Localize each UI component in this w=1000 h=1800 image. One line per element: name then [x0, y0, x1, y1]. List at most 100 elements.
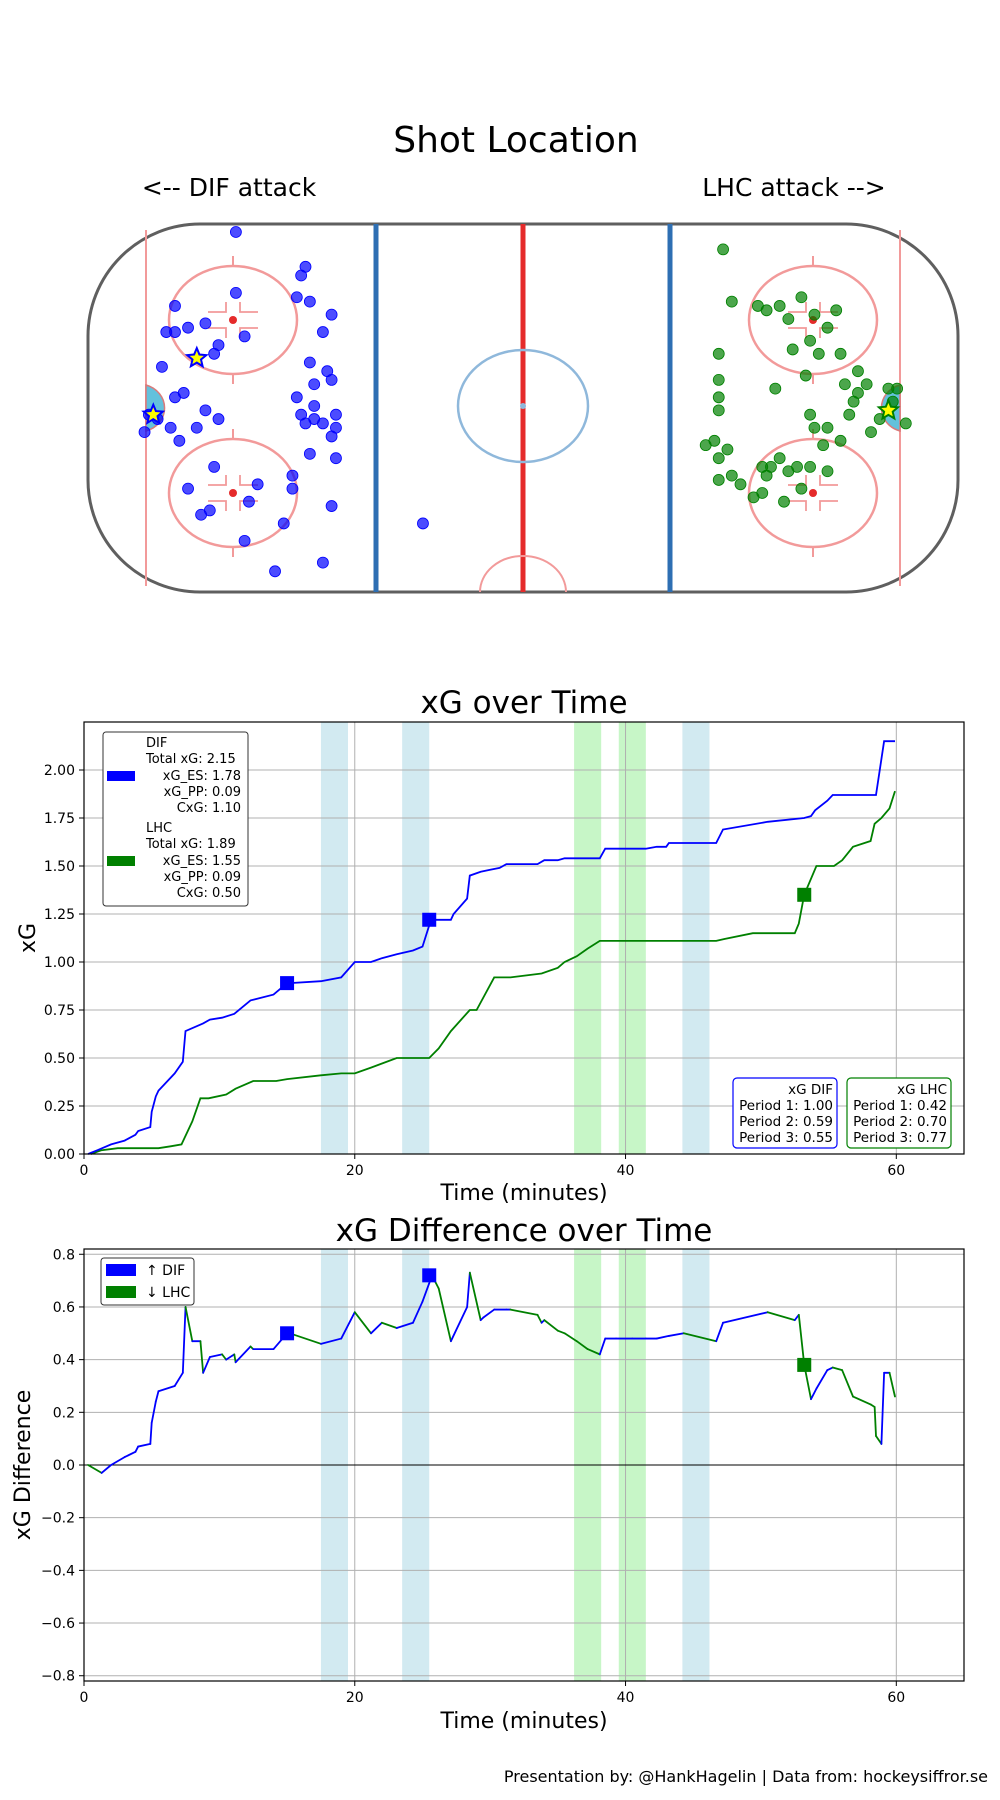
- diff-ylabel: xG Difference: [11, 1390, 36, 1540]
- y-tick-label: 1.75: [44, 811, 75, 827]
- lhc-shot-point: [852, 387, 864, 399]
- diff-segment-dif: [412, 1300, 424, 1324]
- dif-shot-point: [208, 460, 221, 473]
- diff-segment-dif: [173, 1371, 184, 1387]
- dif-shot-point: [316, 556, 329, 569]
- dif-shot-point: [182, 482, 194, 495]
- dif-powerplay-band: [682, 722, 710, 1154]
- lhc-shot-point: [773, 300, 786, 312]
- lhc-shot-point: [778, 495, 790, 508]
- dif-shot-point: [229, 286, 242, 299]
- lhc-shot-point: [839, 378, 851, 391]
- lhc-goal-star: [876, 397, 901, 421]
- diff-legend: ↑ DIF ↓ LHC: [100, 1257, 195, 1306]
- lhc-shot-point: [804, 460, 816, 473]
- diff-segment-dif: [826, 1366, 834, 1372]
- period-lhc-3: Period 3: 0.77: [853, 1130, 947, 1146]
- dif-shot-point: [173, 434, 186, 447]
- dif-shot-point: [303, 295, 316, 308]
- diff-segment-lhc: [873, 1406, 877, 1437]
- lhc-shot-point: [812, 347, 825, 360]
- lhc-shot-point: [712, 391, 725, 404]
- lhc-shot-point: [891, 382, 903, 395]
- diff-segment-dif: [482, 1308, 496, 1319]
- dif-powerplay-band: [320, 722, 348, 1154]
- xg-ticks: 0 20 40 60 0.00 0.25 0.50 0.75 1.00 1.25 1.50 1.75 2…: [44, 763, 905, 1179]
- diff-segment-dif: [340, 1311, 356, 1340]
- y-tick-label: 0.00: [44, 1147, 75, 1163]
- diff-segment-dif: [320, 1337, 343, 1345]
- diff-segment-dif: [202, 1356, 211, 1374]
- lhc-shot-point: [834, 434, 847, 447]
- y-tick-label: 0.8: [53, 1247, 75, 1263]
- dif-shot-point: [325, 308, 338, 321]
- y-tick-label: −0.8: [41, 1669, 75, 1685]
- y-tick-label: 2.00: [44, 763, 75, 779]
- lhc-shot-point: [708, 434, 721, 447]
- dif-shot-point: [290, 291, 303, 304]
- dif-goal-star: [141, 402, 166, 425]
- diff-segment-lhc: [852, 1395, 872, 1406]
- x-tick-label: 40: [617, 1163, 635, 1179]
- lhc-shot-point: [852, 365, 864, 378]
- legend-dif-cxg: CxG: 1.10: [177, 801, 241, 816]
- lhc-shot-point: [747, 491, 760, 504]
- diff-legend-dif: ↑ DIF: [146, 1263, 185, 1279]
- dif-goal-marker: [422, 912, 437, 927]
- dif-shot-point: [243, 495, 255, 508]
- dif-shot-point: [286, 482, 299, 495]
- x-tick-label: 0: [80, 1690, 89, 1706]
- lhc-shot-point: [721, 443, 734, 456]
- diff-segment-dif: [466, 1271, 471, 1308]
- lhc-shot-point: [712, 373, 725, 386]
- period-dif-header: xG DIF: [788, 1082, 833, 1098]
- diff-segment-lhc: [875, 1435, 883, 1445]
- legend-dif-team: DIF: [146, 736, 167, 751]
- lhc-shot-point: [865, 426, 877, 439]
- y-tick-label: 0.2: [53, 1405, 75, 1421]
- diff-segment-lhc: [468, 1271, 482, 1322]
- diff-legend-lhc-swatch: [106, 1286, 136, 1298]
- period-lhc-header: xG LHC: [897, 1082, 947, 1098]
- diff-segment-lhc: [509, 1308, 539, 1316]
- legend-lhc-cxg: CxG: 0.50: [177, 886, 241, 901]
- dif-shot-point: [308, 378, 321, 391]
- center-dot: [520, 403, 526, 409]
- dif-diff-goal-marker: [422, 1268, 437, 1283]
- lhc-goal-marker: [797, 887, 812, 902]
- x-tick-label: 60: [887, 1163, 905, 1179]
- diff-segment-lhc: [221, 1353, 228, 1361]
- dif-shot-point: [182, 321, 194, 334]
- lhc-shot-point: [712, 347, 725, 360]
- dif-shot-point: [269, 565, 281, 578]
- diff-segment-dif: [722, 1311, 769, 1324]
- diff-segment-dif: [810, 1387, 818, 1401]
- diff-legend-lhc: ↓ LHC: [146, 1285, 191, 1301]
- dif-shot-point: [316, 326, 329, 338]
- diff-segment-dif: [100, 1464, 112, 1474]
- dif-shot-point: [169, 300, 181, 312]
- diff-segment-dif: [137, 1443, 152, 1448]
- diff-segment-lhc: [543, 1319, 559, 1332]
- diff-segment-dif: [181, 1306, 187, 1374]
- dif-shot-point: [316, 417, 329, 430]
- dif-shot-point: [164, 421, 177, 434]
- lhc-shot-point: [782, 313, 795, 325]
- y-tick-label: 0.25: [44, 1099, 75, 1115]
- y-tick-label: −0.6: [41, 1616, 75, 1632]
- diff-segment-lhc: [575, 1340, 589, 1350]
- rink-right-label: LHC attack -->: [702, 173, 886, 202]
- diff-segment-lhc: [682, 1332, 718, 1343]
- lhc-shot-point: [769, 382, 782, 395]
- dif-shot-point: [251, 478, 264, 491]
- legend-dif-es: xG_ES: 1.78: [163, 769, 241, 784]
- dif-shot-point: [238, 534, 251, 547]
- lhc-shot-point: [843, 408, 856, 421]
- diff-segment-lhc: [797, 1313, 806, 1366]
- x-tick-label: 20: [346, 1690, 364, 1706]
- diff-lines: [84, 1268, 964, 1474]
- dif-shot-point: [199, 317, 212, 330]
- lhc-shot-point: [808, 421, 821, 434]
- lhc-shot-point: [760, 469, 773, 482]
